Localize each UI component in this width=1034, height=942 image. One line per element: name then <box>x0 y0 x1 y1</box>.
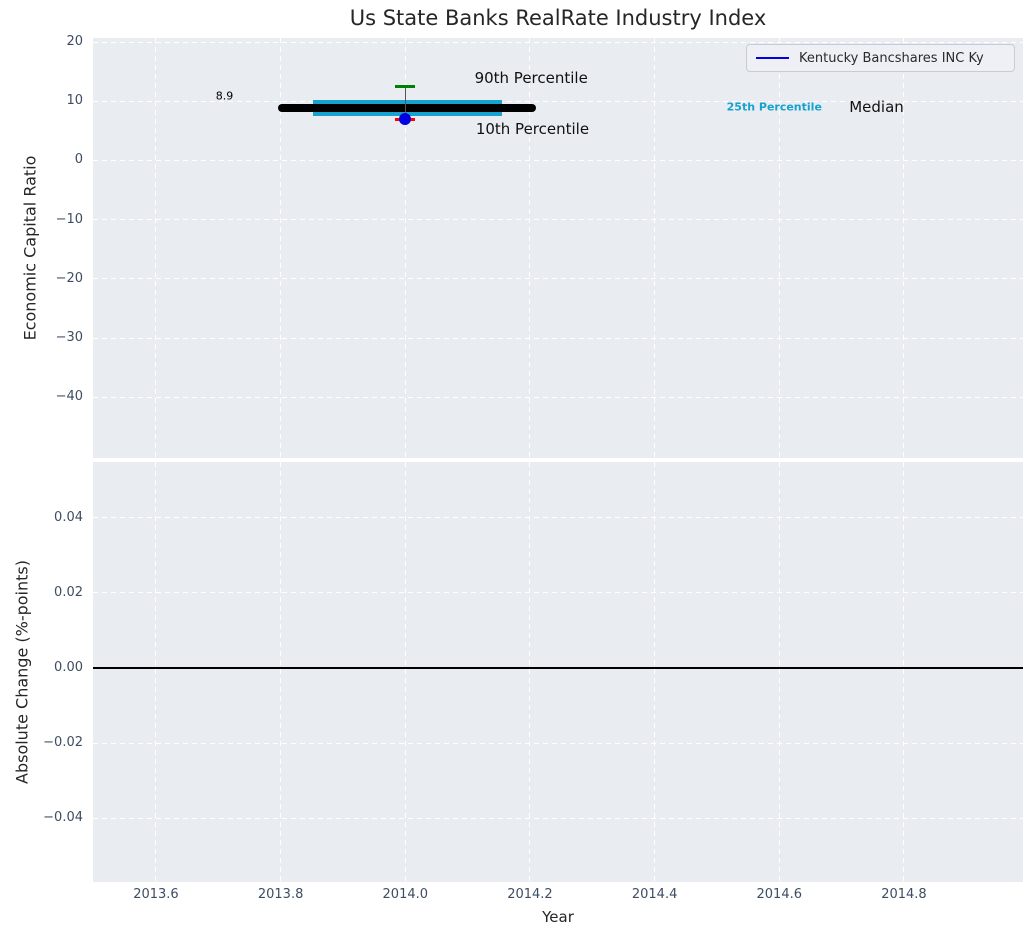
x-tick-label: 2014.8 <box>881 887 927 902</box>
median-line <box>277 103 537 112</box>
chart-title: Us State Banks RealRate Industry Index <box>349 6 767 30</box>
bottom-y-tick-label: 0.00 <box>54 660 83 676</box>
top-y-tick-label: 10 <box>66 93 83 109</box>
company-data-point <box>399 113 412 126</box>
bottom-y-tick-label: −0.02 <box>43 735 83 751</box>
percentile90-cap <box>395 84 416 88</box>
x-gridline <box>529 462 531 882</box>
top-y-tick-label: −30 <box>55 330 83 346</box>
x-gridline <box>280 38 282 458</box>
zero-line <box>93 667 1023 670</box>
top-y-tick-label: −20 <box>55 270 83 286</box>
x-tick-label: 2013.6 <box>133 887 179 902</box>
x-tick-label: 2013.8 <box>257 887 304 902</box>
y-gridline <box>93 219 1023 221</box>
bottom-y-tick-label: −0.04 <box>43 810 83 826</box>
top-y-tick-label: −10 <box>55 211 83 227</box>
legend-line-sample <box>756 56 789 60</box>
x-tick-label: 2014.2 <box>507 887 553 902</box>
top-y-tick-label: 20 <box>66 34 83 50</box>
x-gridline <box>654 462 656 882</box>
y-gridline <box>93 742 1023 744</box>
bottom-y-tick-label: 0.02 <box>54 584 83 600</box>
x-gridline <box>155 462 157 882</box>
legend: Kentucky Bancshares INC Ky <box>746 44 1015 72</box>
top-y-tick-label: −40 <box>55 389 83 405</box>
bottom-y-tick-label: 0.04 <box>54 509 83 525</box>
annotation: 90th Percentile <box>474 68 588 87</box>
annotation: 10th Percentile <box>475 119 590 138</box>
annotation: 25th Percentile <box>726 100 822 114</box>
annotation: Median <box>849 97 904 116</box>
x-gridline <box>903 462 905 882</box>
x-tick-label: 2014.4 <box>631 887 678 902</box>
top-y-tick-label: 0 <box>74 152 83 168</box>
y-gridline <box>93 159 1023 161</box>
x-gridline <box>903 38 905 458</box>
bottom-plot-area <box>93 462 1023 882</box>
x-gridline <box>778 38 780 458</box>
x-tick-label: 2014.0 <box>382 887 429 902</box>
errorbar-stem <box>404 86 407 120</box>
y-gridline <box>93 817 1023 819</box>
y-gridline <box>93 41 1023 43</box>
x-gridline <box>778 462 780 882</box>
y-gridline <box>93 396 1023 398</box>
x-gridline <box>404 38 406 458</box>
top-plot-ylabel: Economic Capital Ratio <box>20 155 40 341</box>
x-gridline <box>529 38 531 458</box>
x-gridline <box>654 38 656 458</box>
y-gridline <box>93 592 1023 594</box>
x-gridline <box>280 462 282 882</box>
annotation: 8.9 <box>215 89 234 103</box>
y-gridline <box>93 517 1023 519</box>
top-plot-area <box>93 38 1023 458</box>
y-gridline <box>93 278 1023 280</box>
y-gridline <box>93 337 1023 339</box>
x-gridline <box>404 462 406 882</box>
legend-label: Kentucky Bancshares INC Ky <box>799 50 984 66</box>
xaxis-label: Year <box>542 908 574 926</box>
y-gridline <box>93 100 1023 102</box>
x-gridline <box>155 38 157 458</box>
x-tick-label: 2014.6 <box>756 887 803 902</box>
